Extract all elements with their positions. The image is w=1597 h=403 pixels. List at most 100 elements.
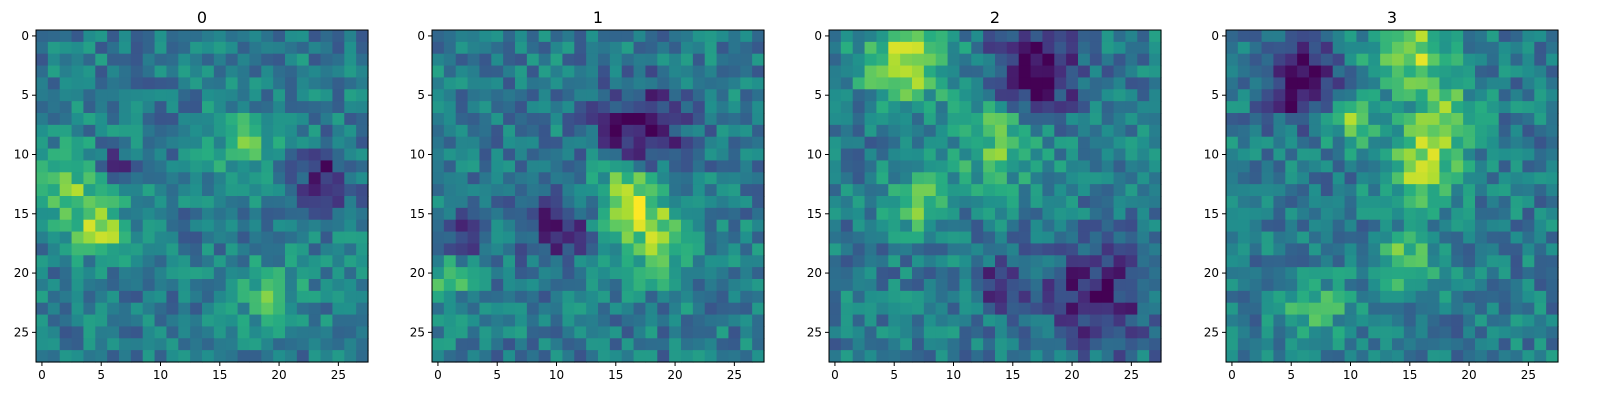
heatmap-cell [1054, 41, 1067, 55]
heatmap-cell [669, 30, 682, 43]
heatmap-cell [166, 113, 179, 126]
heatmap-cell [959, 41, 972, 55]
heatmap-cell [107, 136, 120, 150]
x-tick-label: 5 [97, 368, 105, 382]
heatmap-cell [1451, 326, 1464, 339]
heatmap-cell [1451, 279, 1464, 292]
heatmap-cell [178, 231, 191, 245]
heatmap-cell [1042, 148, 1055, 162]
heatmap-cell [692, 219, 706, 233]
heatmap-cell [550, 53, 564, 67]
heatmap-cell [840, 350, 854, 363]
heatmap-cell [1066, 219, 1079, 233]
heatmap-cell [1510, 136, 1524, 150]
heatmap-cell [1510, 302, 1524, 316]
heatmap-cell [1261, 314, 1275, 328]
heatmap-cell [479, 219, 492, 233]
heatmap-cell [526, 338, 540, 351]
heatmap-cell [657, 172, 670, 185]
heatmap-cell [178, 172, 191, 185]
heatmap-cell [716, 290, 730, 304]
heatmap-cell [538, 267, 552, 280]
heatmap-cell [1463, 338, 1476, 351]
heatmap-cell [1463, 184, 1476, 197]
heatmap-cell [645, 89, 658, 102]
heatmap-cell [669, 326, 682, 339]
heatmap-cell [1249, 338, 1263, 351]
heatmap-cell [1261, 326, 1275, 339]
heatmap-cell [829, 101, 842, 114]
heatmap-cell [923, 160, 937, 173]
heatmap-cell [995, 350, 1008, 363]
heatmap-cell [190, 65, 203, 79]
axes-frame [35, 29, 369, 363]
heatmap-cell [900, 231, 913, 245]
heatmap-cell [716, 89, 730, 102]
heatmap-cell [923, 255, 937, 268]
heatmap-cell [1463, 77, 1476, 90]
heatmap-cell [935, 326, 949, 339]
heatmap-cell [1427, 124, 1441, 138]
heatmap-cell [455, 41, 469, 55]
heatmap-cell [1078, 326, 1091, 339]
heatmap-cell [332, 350, 345, 363]
heatmap-cell [1344, 184, 1358, 197]
heatmap-cell [550, 136, 564, 150]
heatmap-cell [716, 350, 730, 363]
heatmap-cell [995, 77, 1008, 90]
heatmap-cell [1101, 101, 1115, 114]
heatmap-cell [1054, 350, 1067, 363]
heatmap-cell [107, 326, 120, 339]
heatmap-cell [752, 41, 765, 55]
heatmap-cell [1380, 184, 1393, 197]
heatmap-cell [888, 255, 901, 268]
heatmap-cell [1149, 65, 1162, 79]
heatmap-cell [225, 101, 239, 114]
heatmap-cell [119, 65, 132, 79]
heatmap-cell [923, 148, 937, 162]
heatmap-cell [574, 231, 587, 245]
heatmap-cell [1427, 89, 1441, 102]
heatmap-cell [95, 196, 108, 209]
heatmap-cell [852, 160, 866, 173]
heatmap-cell [154, 65, 168, 79]
heatmap-cell [876, 219, 889, 233]
heatmap-cell [1089, 89, 1103, 102]
heatmap-cell [479, 338, 492, 351]
heatmap-cell [320, 30, 334, 43]
heatmap-cell [1368, 338, 1381, 351]
heatmap-cell [1522, 77, 1535, 90]
heatmap-cell [935, 219, 949, 233]
heatmap-cell [491, 196, 504, 209]
heatmap-cell [178, 101, 191, 114]
heatmap-cell [1486, 302, 1500, 316]
heatmap-cell [467, 65, 481, 79]
heatmap-cell [1522, 196, 1535, 209]
heatmap-cell [1261, 279, 1275, 292]
heatmap-cell [296, 314, 310, 328]
heatmap-cell [202, 302, 215, 316]
heatmap-cell [1226, 172, 1239, 185]
heatmap-cell [479, 124, 492, 138]
heatmap-cell [59, 350, 73, 363]
heatmap-cell [574, 65, 587, 79]
heatmap-cell [1273, 207, 1286, 221]
heatmap-cell [935, 160, 949, 173]
heatmap-cell [178, 267, 191, 280]
heatmap-cell [609, 326, 623, 339]
heatmap-cell [752, 302, 765, 316]
heatmap-cell [1237, 53, 1251, 67]
heatmap-cell [1320, 160, 1334, 173]
heatmap-cell [598, 65, 611, 79]
heatmap-cell [296, 160, 310, 173]
heatmap-cell [864, 302, 878, 316]
heatmap-cell [1475, 267, 1488, 280]
heatmap-cell [740, 77, 753, 90]
heatmap-cell [1249, 89, 1263, 102]
heatmap-cell [1018, 302, 1032, 316]
heatmap-cell [225, 148, 239, 162]
heatmap-cell [983, 148, 996, 162]
heatmap-cell [1463, 207, 1476, 221]
heatmap-cell [273, 124, 286, 138]
heatmap-cell [432, 290, 445, 304]
